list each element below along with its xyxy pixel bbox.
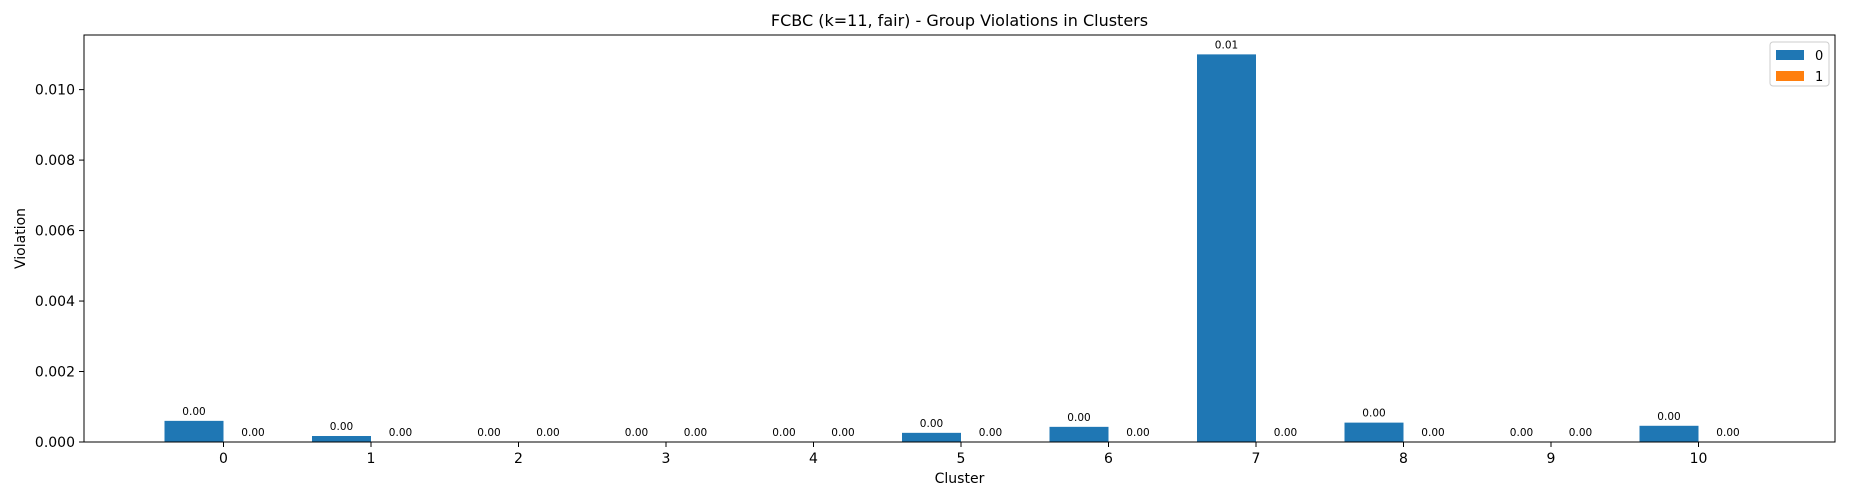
bar-series-0-cluster-1 (312, 436, 371, 442)
data-label: 0.01 (1215, 39, 1238, 51)
y-tick-label: 0.006 (35, 224, 75, 240)
x-tick-label: 3 (662, 451, 671, 467)
data-label: 0.00 (625, 427, 648, 439)
data-label: 0.00 (1657, 411, 1680, 423)
bar-series-0-cluster-5 (902, 432, 961, 442)
x-tick-label: 8 (1399, 451, 1408, 467)
legend-label: 1 (1815, 70, 1823, 85)
data-label: 0.00 (920, 418, 943, 430)
data-label: 0.00 (477, 427, 500, 439)
legend-swatch (1776, 50, 1804, 60)
data-label: 0.00 (241, 427, 264, 439)
x-tick-label: 6 (1104, 451, 1113, 467)
x-tick-label: 7 (1252, 451, 1261, 467)
data-label: 0.00 (1067, 412, 1090, 424)
x-tick-label: 9 (1547, 451, 1556, 467)
bar-series-0-cluster-6 (1049, 426, 1109, 442)
data-label: 0.00 (1716, 427, 1739, 439)
bar-series-0-cluster-7 (1197, 54, 1256, 442)
y-tick-label: 0.010 (35, 83, 75, 99)
bar-series-0-cluster-0 (164, 420, 224, 442)
x-axis: 0 1 2 3 4 5 6 7 8 9 10 (219, 442, 1707, 467)
legend-label: 0 (1815, 49, 1823, 64)
x-tick-label: 0 (219, 451, 228, 467)
data-label: 0.00 (1274, 427, 1297, 439)
data-label: 0.00 (772, 427, 795, 439)
y-tick-label: 0.008 (35, 153, 75, 169)
data-label: 0.00 (1362, 408, 1385, 420)
y-tick-label: 0.004 (35, 294, 75, 310)
x-tick-label: 2 (514, 451, 523, 467)
data-label: 0.00 (1126, 427, 1149, 439)
y-tick-label: 0.002 (35, 365, 75, 381)
chart-title: FCBC (k=11, fair) - Group Violations in … (771, 11, 1148, 30)
bar-series-0-cluster-10 (1639, 425, 1699, 442)
x-tick-label: 5 (957, 451, 966, 467)
legend: 01 (1769, 41, 1830, 87)
data-label: 0.00 (979, 427, 1002, 439)
data-label: 0.00 (389, 427, 412, 439)
data-label: 0.00 (536, 427, 559, 439)
bars (164, 54, 1699, 442)
x-tick-label: 4 (809, 451, 818, 467)
data-label: 0.00 (831, 427, 854, 439)
y-tick-label: 0.000 (35, 435, 75, 451)
legend-swatch (1776, 71, 1804, 81)
data-label: 0.00 (1569, 427, 1592, 439)
x-axis-label: Cluster (935, 471, 985, 487)
data-label: 0.00 (182, 406, 205, 418)
x-tick-label: 1 (367, 451, 376, 467)
data-label: 0.00 (684, 427, 707, 439)
y-axis-label: Violation (13, 208, 29, 269)
plot-frame (83, 34, 1836, 443)
data-label: 0.00 (330, 421, 353, 433)
data-label: 0.00 (1421, 427, 1444, 439)
data-labels: 0.00 0.00 0.00 0.00 0.00 0.00 0.00 0.01 0.00 0.00… (182, 39, 1739, 439)
x-tick-label: 10 (1690, 451, 1708, 467)
data-label: 0.00 (1510, 427, 1533, 439)
bar-series-0-cluster-8 (1344, 422, 1404, 442)
y-axis: 0.000 0.002 0.004 0.006 0.008 0.010 (35, 83, 84, 451)
